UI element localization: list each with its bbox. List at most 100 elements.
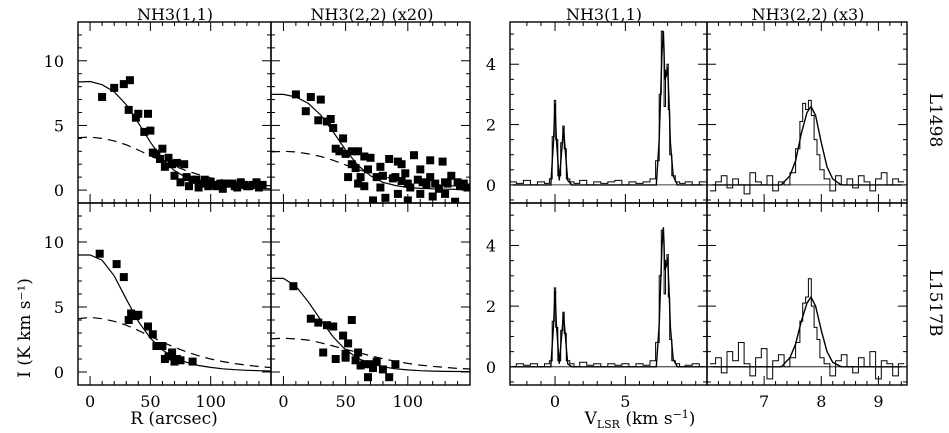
data-point (188, 357, 197, 366)
data-point (182, 173, 191, 182)
data-point (360, 360, 369, 369)
data-point (176, 356, 185, 365)
title-right-nh3-22: NH3(2,2) (x3) (752, 5, 865, 24)
panel-frame (509, 21, 708, 204)
data-point (406, 183, 415, 192)
axis-labels: I (K km s⁻¹) R (arcsec) VLSR (km s−1) L1… (15, 93, 945, 431)
data-point (354, 147, 363, 156)
data-point (347, 316, 356, 324)
data-point (323, 321, 331, 330)
data-point (391, 173, 400, 182)
panel-l1498-nh3-11-profile: 0 5 10 (44, 21, 272, 204)
data-point (168, 160, 177, 169)
right-x-axis-label: VLSR (km s−1) (584, 408, 696, 431)
data-point (351, 356, 360, 365)
data-point (385, 373, 394, 382)
y-tick-label: 2 (486, 297, 496, 316)
data-point (426, 173, 435, 182)
data-point (144, 109, 152, 118)
data-point (110, 83, 119, 92)
dashed-model-curve (271, 337, 470, 370)
data-point (356, 173, 365, 182)
data-point (326, 115, 335, 123)
data-point (401, 169, 410, 178)
data-point (168, 348, 177, 357)
data-point (216, 179, 225, 188)
data-point (125, 76, 134, 85)
spectrum-fit (712, 295, 902, 368)
data-point (146, 126, 155, 135)
data-point (160, 162, 169, 171)
data-point (397, 177, 406, 185)
y-tick-label: 0 (486, 358, 496, 377)
plot-area (707, 278, 907, 380)
data-point (335, 147, 344, 156)
data-point (463, 183, 470, 192)
observed-spectrum (709, 99, 905, 195)
data-point (339, 134, 348, 143)
left-x-axis-label: R (arcsec) (130, 409, 218, 429)
data-point (372, 173, 381, 182)
x-tick-label: 8 (816, 392, 826, 411)
data-point (185, 182, 193, 191)
spectrum-fit (512, 31, 703, 186)
x-tick-label: 50 (335, 392, 355, 411)
x-tick-label: 0 (550, 392, 560, 411)
spectrum-fit (712, 105, 902, 186)
data-point (291, 90, 300, 99)
data-point (98, 93, 107, 101)
data-point (426, 156, 435, 165)
panel-frame (509, 202, 708, 386)
y-tick-label: 5 (54, 116, 64, 135)
plot-area (78, 76, 271, 193)
data-point (319, 348, 328, 357)
left-y-axis-label: I (K km s⁻¹) (15, 278, 35, 378)
x-tick-label: 0 (85, 392, 95, 411)
data-point (428, 192, 437, 201)
data-point (156, 155, 164, 163)
data-point (381, 193, 390, 202)
panel-l1517b-nh3-11-profile: 0 50 100 0 5 10 (44, 202, 272, 411)
x-tick-label: 0 (278, 392, 288, 411)
y-tick-label: 5 (54, 298, 64, 317)
plot-area (78, 249, 271, 372)
data-point (344, 339, 353, 348)
data-point (233, 183, 242, 192)
data-point (306, 93, 315, 101)
data-point (152, 149, 161, 158)
data-point (397, 160, 406, 169)
x-tick-label: 7 (759, 392, 769, 411)
spectrum-fit (512, 227, 703, 368)
y-tick-label: 0 (54, 181, 64, 200)
panel-l1498-nh3-11-spectrum: 0 2 4 (486, 21, 708, 204)
data-point (378, 171, 387, 180)
row-label-l1498: L1498 (925, 93, 945, 148)
y-tick-label: 0 (486, 176, 496, 195)
data-point (410, 151, 418, 160)
data-point (347, 147, 356, 156)
data-point (376, 183, 385, 192)
data-point (200, 175, 209, 184)
y-tick-label: 2 (486, 116, 496, 135)
data-point (180, 160, 189, 169)
data-point (112, 260, 121, 269)
x-tick-label: 100 (393, 392, 424, 411)
data-point (152, 342, 161, 350)
data-point (192, 175, 201, 184)
plot-area (271, 90, 470, 203)
data-point (314, 116, 323, 125)
panel-l1498-nh3-22-spectrum (706, 21, 908, 204)
plot-area (271, 277, 470, 382)
data-point (366, 153, 375, 162)
row-label-l1517b: L1517B (925, 269, 945, 336)
data-point (329, 124, 338, 132)
plot-area (707, 99, 907, 195)
plot-area (510, 227, 707, 368)
data-point (378, 365, 387, 374)
data-point (364, 373, 372, 382)
plot-area (510, 30, 707, 186)
data-point (158, 342, 167, 350)
data-point (438, 157, 447, 166)
